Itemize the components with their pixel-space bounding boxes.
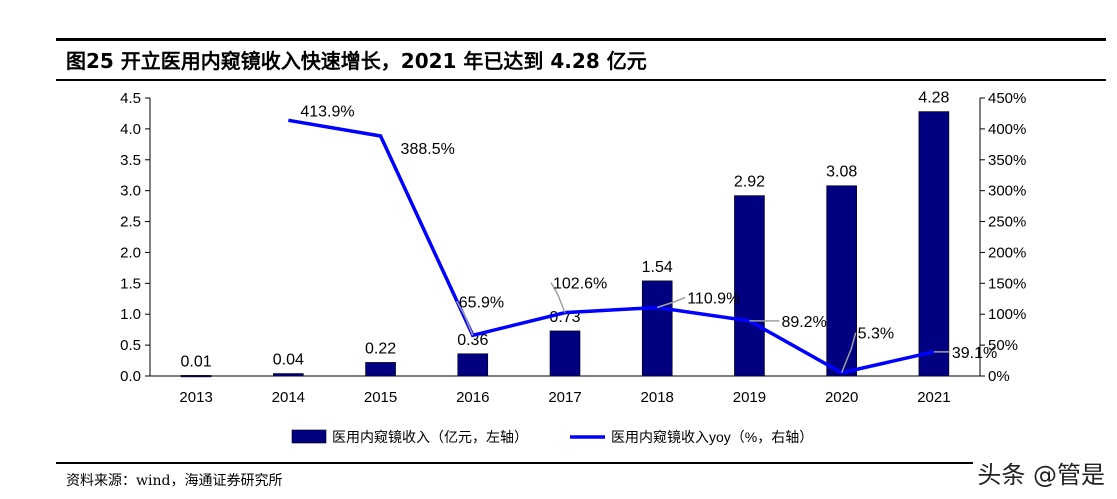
bottom-rule [56, 462, 1106, 464]
right-tick-label: 400% [988, 121, 1026, 138]
line-label: 102.6% [553, 276, 607, 293]
chart: 0.0 0.5 1.0 1.5 2.0 2.5 3.0 3.5 4.0 4.5 0% 50% 100% 1… [120, 90, 1026, 445]
bar-label: 3.08 [826, 164, 857, 181]
bar [826, 185, 857, 377]
left-tick-label: 2.5 [120, 214, 141, 231]
bar [180, 375, 212, 378]
yoy-line [288, 118, 935, 375]
x-tick-label: 2014 [272, 389, 305, 406]
line-label: 5.3% [858, 326, 894, 343]
right-tick-label: 0% [988, 368, 1010, 385]
line-label: 388.5% [401, 141, 455, 158]
bar [549, 330, 581, 377]
line-label: 110.9% [687, 290, 740, 307]
x-tick-label: 2013 [179, 389, 212, 406]
left-tick-label: 2.0 [120, 244, 141, 261]
left-tick-label: 0.0 [120, 368, 141, 385]
line-label: 39.1% [952, 345, 997, 362]
line-label: 65.9% [459, 294, 504, 311]
left-tick-label: 1.0 [120, 306, 141, 323]
left-tick-label: 4.0 [120, 121, 141, 138]
line-label: 413.9% [300, 103, 354, 120]
line-label: 89.2% [781, 314, 826, 331]
x-tick-label: 2015 [364, 389, 397, 406]
bar-label: 0.04 [273, 352, 304, 369]
bar-label: 0.36 [457, 332, 488, 349]
left-tick-label: 0.5 [120, 337, 141, 354]
left-tick-label: 4.5 [120, 90, 141, 107]
bar [734, 195, 765, 377]
bar [273, 373, 304, 377]
bar-label: 1.54 [642, 259, 673, 276]
title-rule [56, 79, 1106, 81]
x-tick-label: 2016 [456, 389, 489, 406]
bar [365, 362, 396, 377]
leader-line [840, 332, 857, 374]
source-note: 资料来源：wind，海通证券研究所 [66, 473, 283, 489]
figure-title: 图25 开立医用内窥镜收入快速增长，2021 年已达到 4.28 亿元 [66, 49, 647, 73]
bar [457, 353, 489, 377]
bar [918, 111, 950, 377]
right-tick-label: 350% [988, 152, 1026, 169]
x-tick-label: 2020 [825, 389, 858, 406]
bar-label: 2.92 [734, 174, 765, 191]
legend-bar-swatch [291, 429, 327, 444]
right-tick-label: 200% [988, 244, 1026, 261]
bar-label: 4.28 [918, 90, 949, 107]
x-tick-label: 2018 [641, 389, 674, 406]
leader-line [550, 282, 566, 313]
legend-bar-label: 医用内窥镜收入（亿元，左轴） [332, 429, 528, 445]
right-tick-label: 100% [988, 306, 1026, 323]
x-tick-label: 2019 [733, 389, 766, 406]
right-tick-label: 150% [988, 275, 1026, 292]
right-tick-label: 450% [988, 90, 1026, 107]
right-tick-label: 300% [988, 183, 1026, 200]
right-tick-label: 250% [988, 214, 1026, 231]
leader-line [656, 296, 686, 309]
left-tick-label: 1.5 [120, 275, 141, 292]
leader-line [456, 300, 474, 336]
x-tick-label: 2017 [548, 389, 581, 406]
legend-line-label: 医用内窥镜收入yoy（%，右轴） [611, 429, 813, 445]
x-tick-label: 2021 [917, 389, 950, 406]
bar [641, 280, 673, 377]
left-tick-label: 3.5 [120, 152, 141, 169]
right-tick-label: 50% [988, 337, 1018, 354]
watermark: 头条 @管是 [973, 455, 1109, 490]
bar-label: 0.01 [181, 353, 212, 370]
top-rule [56, 38, 1106, 41]
left-tick-label: 3.0 [120, 183, 141, 200]
bar-label: 0.22 [365, 340, 396, 357]
